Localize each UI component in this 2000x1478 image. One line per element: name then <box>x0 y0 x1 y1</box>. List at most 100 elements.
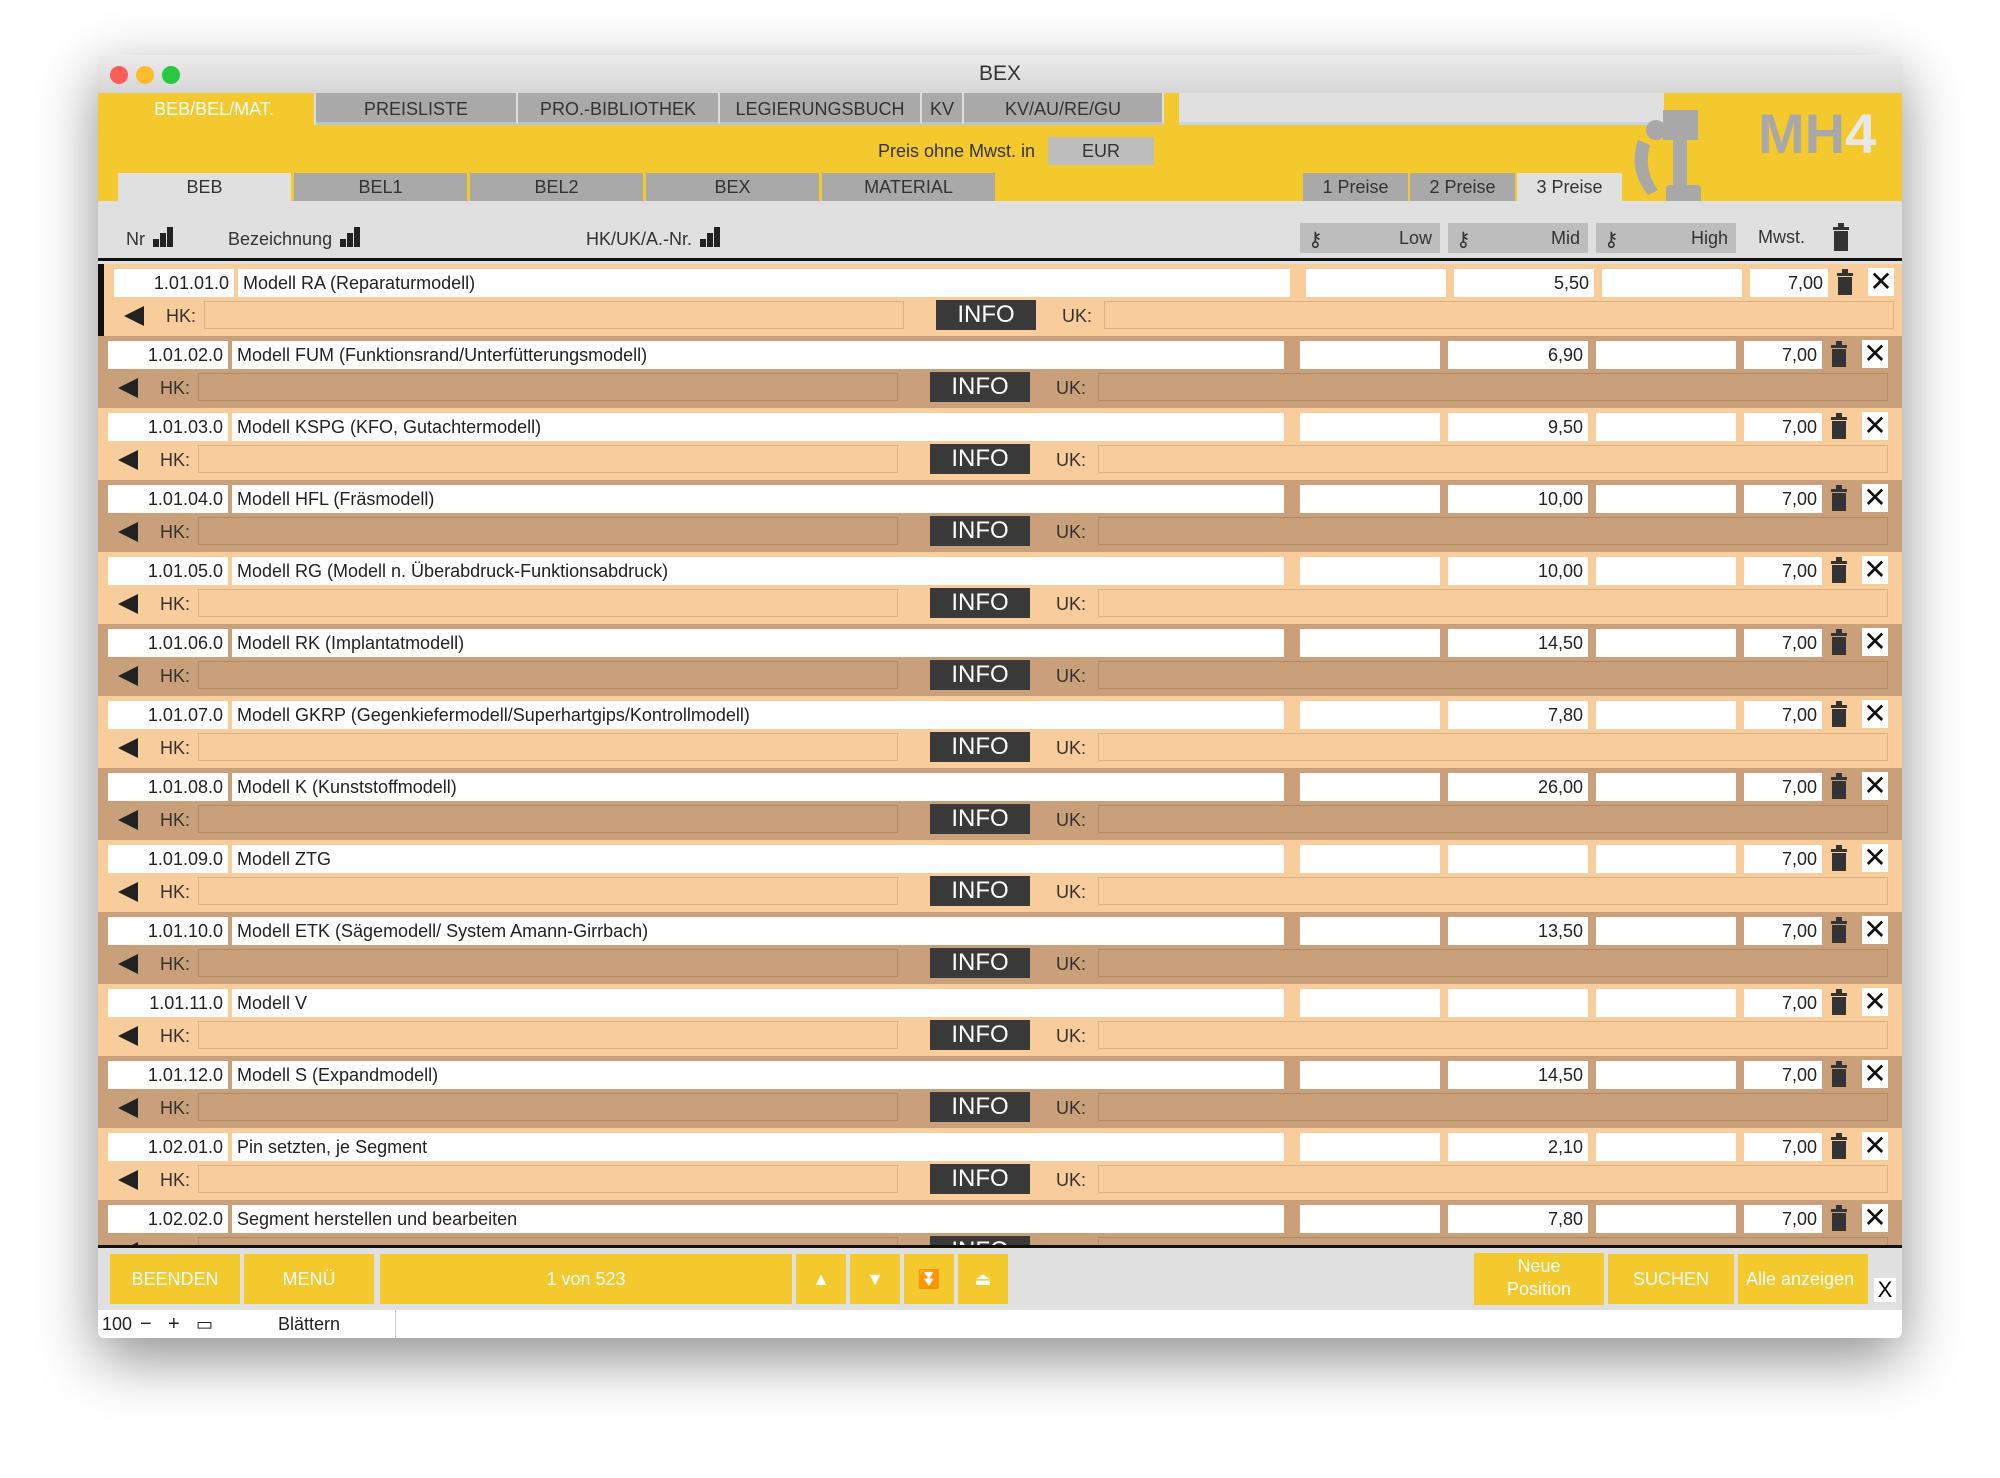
price-tab-1[interactable]: 2 Preise <box>1410 173 1517 201</box>
nr-field[interactable]: 1.01.05.0 <box>108 557 228 585</box>
subtab-4[interactable]: MATERIAL <box>822 173 998 201</box>
col-high[interactable]: ⚷ High <box>1596 223 1736 253</box>
triangle-left-icon[interactable] <box>118 1242 138 1245</box>
info-button[interactable]: INFO <box>930 876 1030 906</box>
tab-1[interactable]: PREISLISTE <box>316 93 518 125</box>
trash-icon[interactable] <box>1829 1133 1849 1159</box>
trash-icon[interactable] <box>1831 223 1851 251</box>
mid-price-field[interactable]: 14,50 <box>1448 629 1588 657</box>
col-mid[interactable]: ⚷ Mid <box>1448 223 1588 253</box>
subtab-0[interactable]: BEB <box>118 173 294 201</box>
nr-field[interactable]: 1.01.03.0 <box>108 413 228 441</box>
nr-field[interactable]: 1.01.09.0 <box>108 845 228 873</box>
close-icon[interactable]: ✕ <box>1862 554 1888 585</box>
mwst-field[interactable]: 7,00 <box>1744 917 1822 945</box>
nr-field[interactable]: 1.01.06.0 <box>108 629 228 657</box>
info-button[interactable]: INFO <box>930 1092 1030 1122</box>
triangle-left-icon[interactable] <box>118 666 138 686</box>
info-button[interactable]: INFO <box>930 588 1030 618</box>
low-price-field[interactable] <box>1300 1205 1440 1233</box>
mwst-field[interactable]: 7,00 <box>1744 989 1822 1017</box>
currency-select[interactable]: EUR <box>1048 137 1154 165</box>
table-row[interactable]: 1.01.12.0 Modell S (Expandmodell) 14,50 7,0… <box>98 1056 1902 1128</box>
high-price-field[interactable] <box>1596 845 1736 873</box>
name-field[interactable]: Modell FUM (Funktionsrand/Unterfütterung… <box>232 341 1284 369</box>
last-record-button[interactable]: ⏬ <box>904 1254 954 1304</box>
info-button[interactable]: INFO <box>930 804 1030 834</box>
trash-icon[interactable] <box>1835 269 1855 295</box>
uk-field[interactable] <box>1098 661 1888 689</box>
trash-icon[interactable] <box>1829 413 1849 439</box>
low-price-field[interactable] <box>1300 629 1440 657</box>
search-button[interactable]: SUCHEN <box>1608 1254 1734 1304</box>
low-price-field[interactable] <box>1300 701 1440 729</box>
trash-icon[interactable] <box>1829 773 1849 799</box>
trash-icon[interactable] <box>1829 917 1849 943</box>
info-button[interactable]: INFO <box>930 372 1030 402</box>
high-price-field[interactable] <box>1596 629 1736 657</box>
table-row[interactable]: 1.01.10.0 Modell ETK (Sägemodell/ System … <box>98 912 1902 984</box>
mid-price-field[interactable]: 9,50 <box>1448 413 1588 441</box>
high-price-field[interactable] <box>1602 269 1742 297</box>
close-window-button[interactable] <box>110 66 128 84</box>
nr-field[interactable]: 1.01.02.0 <box>108 341 228 369</box>
uk-field[interactable] <box>1098 373 1888 401</box>
trash-icon[interactable] <box>1829 485 1849 511</box>
trash-icon[interactable] <box>1829 557 1849 583</box>
trash-icon[interactable] <box>1829 845 1849 871</box>
mwst-field[interactable]: 7,00 <box>1744 1061 1822 1089</box>
uk-field[interactable] <box>1098 1021 1888 1049</box>
trash-icon[interactable] <box>1829 341 1849 367</box>
table-row[interactable]: 1.01.02.0 Modell FUM (Funktionsrand/Unter… <box>98 336 1902 408</box>
hk-field[interactable] <box>198 805 898 833</box>
triangle-left-icon[interactable] <box>118 378 138 398</box>
high-price-field[interactable] <box>1596 1061 1736 1089</box>
table-row[interactable]: 1.01.05.0 Modell RG (Modell n. Überabdruc… <box>98 552 1902 624</box>
mid-price-field[interactable]: 7,80 <box>1448 1205 1588 1233</box>
name-field[interactable]: Modell ETK (Sägemodell/ System Amann-Gir… <box>232 917 1284 945</box>
high-price-field[interactable] <box>1596 773 1736 801</box>
mwst-field[interactable]: 7,00 <box>1744 845 1822 873</box>
uk-field[interactable] <box>1098 589 1888 617</box>
info-button[interactable]: INFO <box>930 660 1030 690</box>
mwst-field[interactable]: 7,00 <box>1744 1133 1822 1161</box>
uk-field[interactable] <box>1098 949 1888 977</box>
mwst-field[interactable]: 7,00 <box>1744 413 1822 441</box>
triangle-left-icon[interactable] <box>118 522 138 542</box>
close-icon[interactable]: ✕ <box>1862 1058 1888 1089</box>
uk-field[interactable] <box>1098 1093 1888 1121</box>
high-price-field[interactable] <box>1596 341 1736 369</box>
new-position-button[interactable]: Neue Position <box>1474 1253 1604 1305</box>
triangle-left-icon[interactable] <box>118 1098 138 1118</box>
mwst-field[interactable]: 7,00 <box>1744 557 1822 585</box>
table-row[interactable]: 1.01.06.0 Modell RK (Implantatmodell) 14,5… <box>98 624 1902 696</box>
hk-field[interactable] <box>198 661 898 689</box>
info-button[interactable]: INFO <box>930 732 1030 762</box>
hk-field[interactable] <box>198 373 898 401</box>
hk-field[interactable] <box>198 517 898 545</box>
low-price-field[interactable] <box>1300 1061 1440 1089</box>
name-field[interactable]: Segment herstellen und bearbeiten <box>232 1205 1284 1233</box>
subtab-2[interactable]: BEL2 <box>470 173 646 201</box>
table-row[interactable]: 1.01.09.0 Modell ZTG 7,00 ✕ HK: INFO UK: <box>98 840 1902 912</box>
triangle-left-icon[interactable] <box>118 450 138 470</box>
hk-field[interactable] <box>198 1093 898 1121</box>
name-field[interactable]: Modell RA (Reparaturmodell) <box>238 269 1290 297</box>
mid-price-field[interactable]: 13,50 <box>1448 917 1588 945</box>
uk-field[interactable] <box>1098 1165 1888 1193</box>
mid-price-field[interactable]: 10,00 <box>1448 557 1588 585</box>
mid-price-field[interactable]: 26,00 <box>1448 773 1588 801</box>
mwst-field[interactable]: 7,00 <box>1744 773 1822 801</box>
mid-price-field[interactable]: 5,50 <box>1454 269 1594 297</box>
hk-field[interactable] <box>198 877 898 905</box>
uk-field[interactable] <box>1098 517 1888 545</box>
high-price-field[interactable] <box>1596 485 1736 513</box>
tab-0[interactable]: BEB/BEL/MAT. <box>114 93 316 125</box>
table-row[interactable]: 1.01.04.0 Modell HFL (Fräsmodell) 10,00 7,0… <box>98 480 1902 552</box>
trash-icon[interactable] <box>1829 1061 1849 1087</box>
toolbar-toggle-icon[interactable]: ▭ <box>196 1314 214 1334</box>
clear-search-button[interactable]: X <box>1874 1278 1896 1302</box>
info-button[interactable]: INFO <box>930 516 1030 546</box>
mid-price-field[interactable]: 6,90 <box>1448 341 1588 369</box>
price-tab-2[interactable]: 3 Preise <box>1517 173 1624 201</box>
